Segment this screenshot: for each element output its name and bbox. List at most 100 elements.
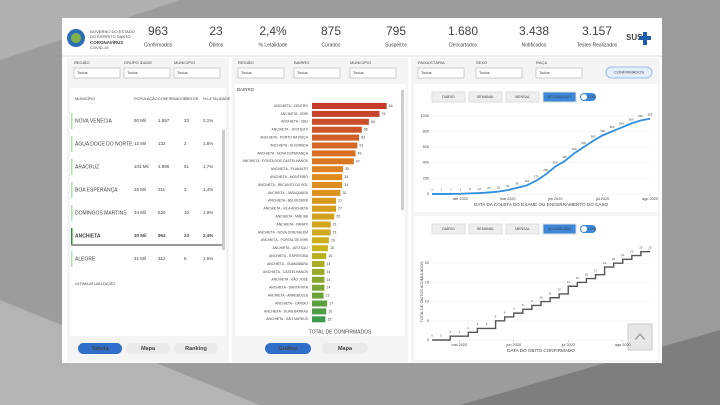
tab-button[interactable] [322,343,368,354]
table-cell[interactable]: 312 [158,256,166,261]
table-cell[interactable]: 2,1% [203,118,213,123]
bar[interactable] [312,182,343,188]
bar-label: ANCHIETA - DUAS BARRAS [264,309,309,313]
table-cell[interactable]: 1,9% [203,210,213,215]
table-cell[interactable]: 3 [184,187,187,192]
chart-button[interactable] [542,91,577,103]
bar[interactable] [312,150,356,157]
chart-button[interactable] [468,91,503,103]
bar[interactable] [312,174,343,181]
bar[interactable] [312,110,380,117]
bar[interactable] [312,126,362,133]
table-cell[interactable]: 30 Mil [134,233,147,238]
bar[interactable] [312,205,336,212]
filter-box[interactable] [535,67,583,79]
filter-box[interactable] [475,67,523,79]
bar-value: 21 [333,230,337,234]
filter-box[interactable] [293,67,341,79]
bar[interactable] [312,261,325,267]
table-cell[interactable]: 10 [184,210,190,215]
bar[interactable] [312,284,325,291]
bar[interactable] [312,142,358,149]
bar-value: 15 [327,317,331,321]
point-label: 2 [468,326,470,330]
filter-box[interactable] [417,67,465,79]
table-cell[interactable]: 31 Mil [134,256,146,261]
filter-box[interactable] [237,67,285,79]
table-cell[interactable]: 2.998 [158,164,170,169]
table-cell[interactable]: 12 Mil [134,141,146,146]
table-cell[interactable]: 1.557 [158,118,170,123]
row-marker [71,205,73,221]
chart-button[interactable] [431,223,466,235]
chart-button[interactable] [468,223,503,235]
bar[interactable] [312,300,328,307]
table-cell[interactable]: ALEGRE [75,256,96,262]
filter-box[interactable] [173,67,221,79]
table-cell[interactable]: 963 [158,233,166,238]
table-cell[interactable]: DOMINGOS MARTINS [75,210,127,216]
table-cell[interactable]: NOVA VENÉCIA [75,117,113,124]
bar[interactable] [312,197,336,204]
table-cell[interactable]: 1,5% [203,141,213,146]
table-cell[interactable]: 103 Mil [134,164,149,169]
bar-label: ANCHIETA - SÃO MATEUS [266,316,308,321]
scroll-button[interactable] [627,323,653,351]
bar[interactable] [312,276,325,283]
tab-button[interactable] [78,343,122,354]
table-cell[interactable]: 23 [184,233,190,238]
filter-box[interactable] [123,67,171,79]
table-cell[interactable]: 33 [184,118,190,123]
table-cell[interactable]: 15 Mil [134,187,146,192]
table-cell[interactable]: 1,6% [203,256,213,261]
table-cell[interactable]: 132 [158,141,166,146]
bar[interactable] [312,213,335,220]
line-area [414,84,658,212]
table-cell[interactable]: 5 [184,256,187,261]
bar[interactable] [312,158,354,165]
table-cell[interactable]: 34 Mil [134,210,146,215]
filter-box[interactable] [73,67,121,79]
kpi-label: Testes Realizados [577,42,618,48]
bar[interactable] [312,229,331,236]
table-cell[interactable]: 520 [158,210,166,215]
bar[interactable] [312,245,328,252]
table-cell[interactable]: ANCHIETA [75,233,101,239]
tab-label: Mapa [141,346,156,352]
table-cell[interactable]: ARACRUZ [75,164,99,170]
table-cell[interactable]: 2,4% [203,233,213,238]
chart-button[interactable] [505,223,540,235]
filter-box[interactable] [349,67,397,79]
table-cell[interactable]: 50 Mil [134,118,146,123]
tab-button[interactable] [265,343,311,354]
bar[interactable] [312,166,344,173]
bar[interactable] [312,268,325,275]
y-tick-label: 600 [423,145,429,149]
table-cell[interactable]: 1,7% [203,164,213,169]
bar[interactable] [312,221,331,228]
bar[interactable] [312,134,360,141]
table-cell[interactable]: 1,4% [203,187,213,192]
tab-button[interactable] [126,343,170,354]
chart-button[interactable] [431,91,466,103]
bar[interactable] [312,189,341,196]
tab-button[interactable] [174,343,218,354]
point-label: 940 [638,114,643,118]
table-cell[interactable]: BOA ESPERANÇA [75,187,118,193]
bar[interactable] [312,118,369,125]
bar[interactable] [312,292,324,299]
table-cell[interactable]: 211 [158,187,166,192]
bar[interactable] [312,103,387,109]
table-cell[interactable]: 2 [184,141,187,146]
bar-label: ANCHIETA - JUSTIÇA II [272,128,309,132]
point-label: 12 [558,288,562,292]
chart-button[interactable] [542,223,577,235]
bar[interactable] [312,308,327,315]
bar[interactable] [312,316,326,323]
pill[interactable] [605,66,653,79]
table-cell[interactable]: 51 [184,164,190,169]
table-cell[interactable]: ÁGUA DOCE DO NORTE [75,140,133,147]
bar[interactable] [312,253,327,260]
chart-button[interactable] [505,91,540,103]
bar[interactable] [312,237,329,244]
